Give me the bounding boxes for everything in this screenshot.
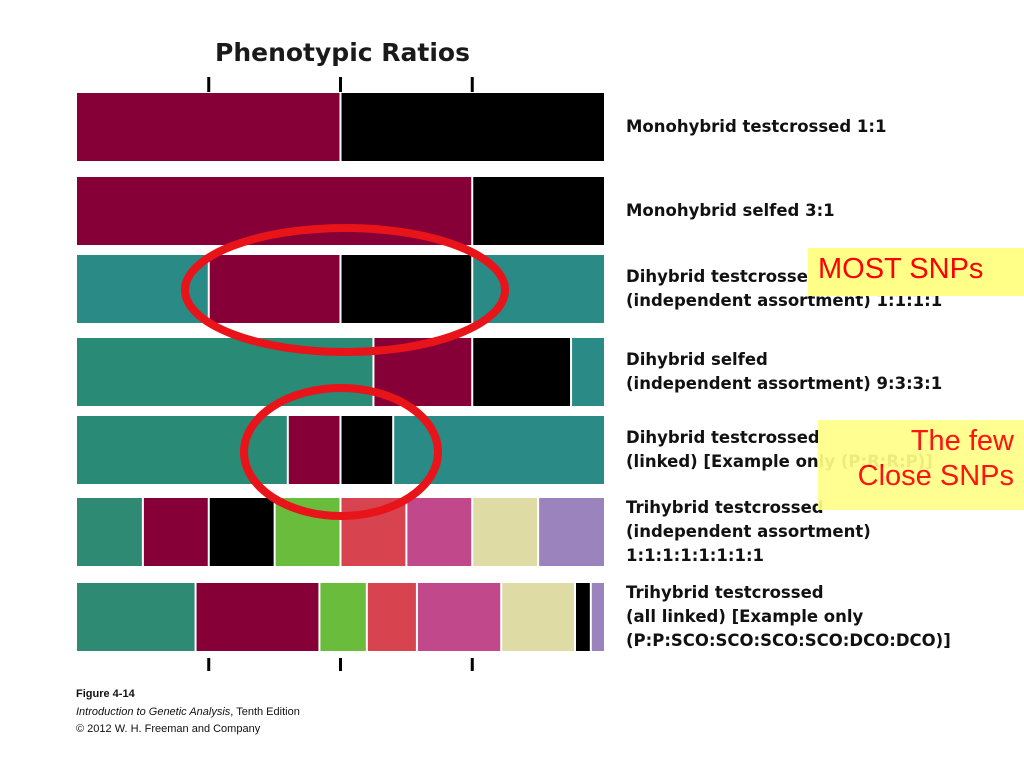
bar-row (77, 93, 604, 161)
most-snps-note: MOST SNPs (808, 248, 1024, 296)
row-label-line: Trihybrid testcrossed (626, 583, 824, 602)
bar-segment (501, 583, 576, 651)
bar-segment (340, 416, 394, 484)
bar-segment (319, 583, 367, 651)
row-label-line: Monohybrid testcrossed 1:1 (626, 117, 887, 136)
bar-rows (77, 93, 605, 651)
bar-segment (393, 416, 604, 484)
bar-segment (472, 498, 539, 566)
few-close-snps-note: The few Close SNPs (818, 420, 1024, 510)
bar-segment (472, 338, 572, 406)
row-label: Dihybrid selfed (independent assortment) … (626, 348, 942, 396)
bar-segment (340, 93, 604, 161)
bar-row (77, 498, 605, 566)
copyright-line: © 2012 W. H. Freeman and Company (76, 723, 261, 735)
figure-caption: Figure 4-14 Introduction to Genetic Anal… (76, 686, 300, 739)
bar-segment (195, 583, 320, 651)
highlight-ellipse (240, 384, 442, 520)
bar-segment (538, 498, 605, 566)
bar-segment (406, 498, 473, 566)
bar-row (77, 416, 604, 484)
most-snps-text: MOST SNPs (818, 253, 984, 285)
figure-number: Figure 4-14 (76, 688, 135, 700)
row-label: Monohybrid selfed 3:1 (626, 199, 835, 223)
highlight-ellipse (181, 224, 509, 356)
row-label-line: 1:1:1:1:1:1:1:1 (626, 546, 765, 565)
row-label-line: Dihybrid testcrossed (626, 267, 820, 286)
row-label-line: (all linked) [Example only (626, 607, 864, 626)
bar-segment (77, 93, 341, 161)
bar-segment (416, 583, 502, 651)
bar-row (77, 583, 604, 651)
few-close-snps-line-2: Close SNPs (857, 460, 1014, 492)
chart-title: Phenotypic Ratios (215, 38, 470, 67)
book-edition: , Tenth Edition (230, 705, 300, 718)
bar-segment (208, 498, 275, 566)
bar-segment (472, 177, 604, 245)
row-label-line: Dihybrid selfed (626, 350, 768, 369)
row-label-line: Dihybrid testcrossed (626, 428, 820, 447)
tick-marks (207, 77, 474, 671)
bar-segment (77, 498, 143, 566)
bar-row (77, 177, 604, 245)
bar-segment (590, 583, 604, 651)
bar-segment (208, 255, 341, 323)
row-label-line: Monohybrid selfed 3:1 (626, 201, 835, 220)
bar-segment (575, 583, 591, 651)
highlight-ellipses (181, 224, 509, 520)
bar-segment (366, 583, 417, 651)
row-label: Monohybrid testcrossed 1:1 (626, 115, 887, 139)
row-label-line: (independent assortment) 9:3:3:1 (626, 374, 943, 393)
bar-segment (77, 583, 196, 651)
few-close-snps-line-1: The few (910, 425, 1014, 457)
book-title: Introduction to Genetic Analysis (76, 705, 231, 718)
bar-row (77, 255, 604, 323)
row-label-line: (independent assortment) (626, 522, 871, 541)
row-label-line: Trihybrid testcrossed (626, 498, 824, 517)
bar-segment (571, 338, 604, 406)
bar-segment (142, 498, 209, 566)
bar-segment (287, 416, 341, 484)
row-label-line: (P:P:SCO:SCO:SCO:SCO:DCO:DCO)] (626, 631, 951, 650)
figure-source: Introduction to Genetic Analysis, Tenth … (76, 704, 300, 722)
row-label: Trihybrid testcrossed (all linked) [Examp… (626, 581, 951, 653)
row-label: Trihybrid testcrossed (independent assort… (626, 496, 871, 568)
bar-segment (340, 255, 473, 323)
